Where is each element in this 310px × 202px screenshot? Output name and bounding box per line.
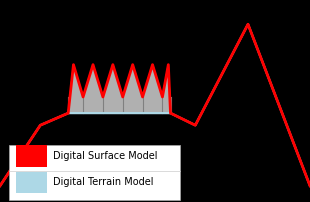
Polygon shape [16, 145, 46, 167]
Polygon shape [16, 172, 46, 193]
Polygon shape [9, 145, 180, 200]
Text: Digital Terrain Model: Digital Terrain Model [53, 177, 153, 187]
Text: Digital Surface Model: Digital Surface Model [53, 151, 157, 161]
Polygon shape [68, 65, 171, 113]
